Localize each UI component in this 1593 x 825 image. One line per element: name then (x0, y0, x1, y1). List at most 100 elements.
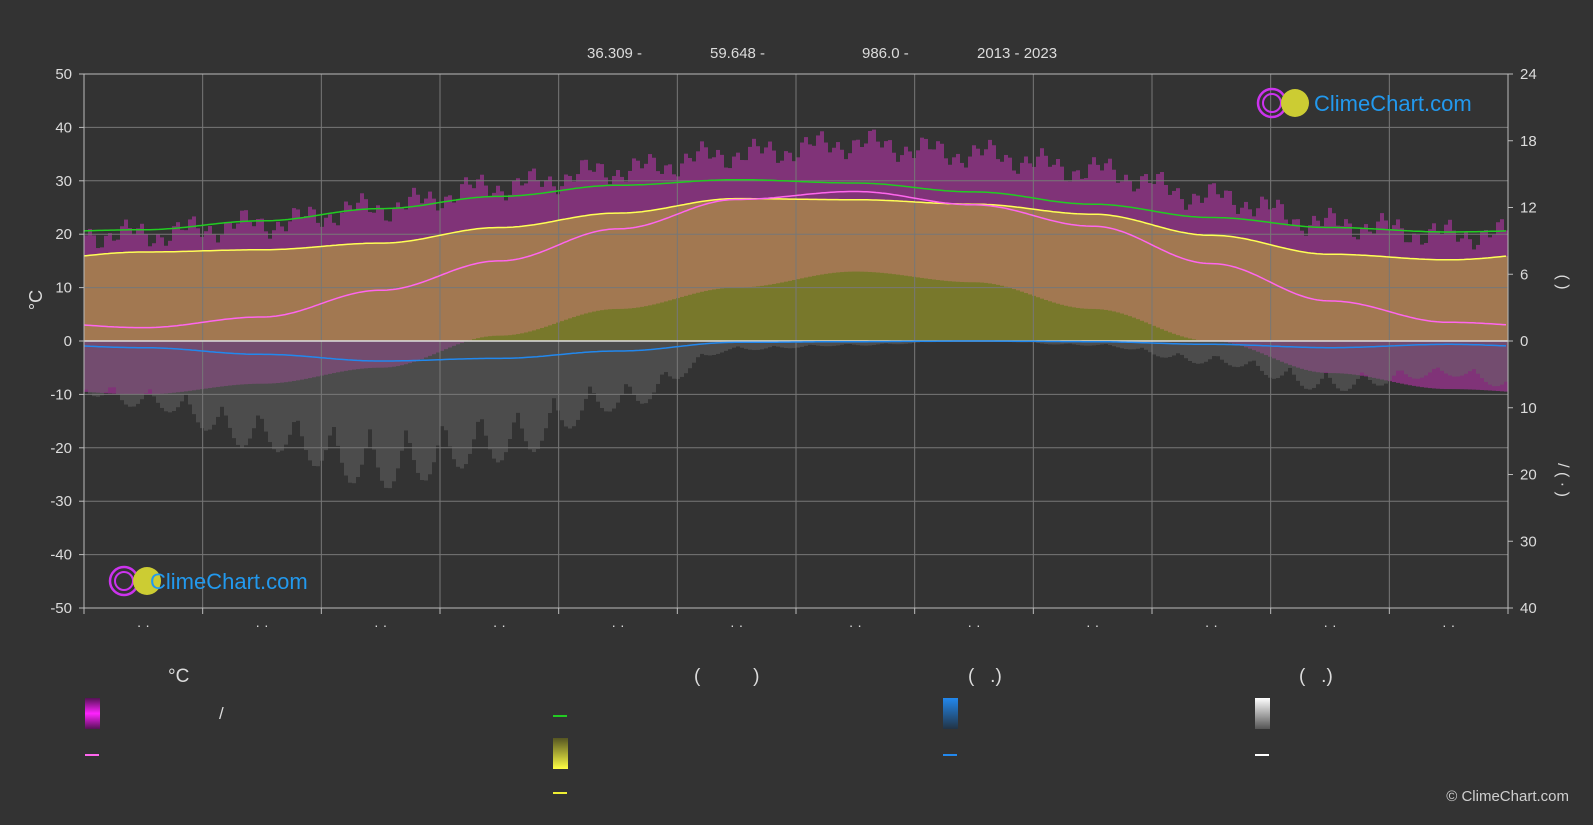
sunshine-band-bar (176, 251, 180, 341)
sunshine-band-bar (312, 247, 316, 341)
temp-band-bar (1452, 230, 1456, 390)
temp-band-bar (396, 202, 400, 367)
sunshine-band-bar (484, 228, 488, 341)
sunshine-band-bar (460, 231, 464, 341)
temp-band-bar (1072, 171, 1076, 308)
temp-band-bar (996, 159, 1000, 285)
logo-inner-ring-icon (1262, 93, 1282, 113)
precip-bar (608, 341, 612, 412)
precip-bar (120, 341, 124, 401)
sunshine-band-bar (104, 253, 108, 341)
sunshine-band-bar (136, 252, 140, 341)
sunshine-band-bar (396, 242, 400, 341)
sunshine-band-bar (724, 198, 728, 341)
sunshine-band-bar (1208, 235, 1212, 341)
sunshine-band-bar (1388, 257, 1392, 341)
precip-bar (512, 341, 516, 423)
legend-temp-heading: °C (168, 666, 190, 687)
precip-bar (1328, 341, 1332, 378)
precip-bar (636, 341, 640, 401)
sunshine-band-bar (664, 207, 668, 341)
precip-bar (376, 341, 380, 468)
temp-band-bar (428, 191, 432, 356)
sunshine-band-bar (1288, 249, 1292, 341)
temp-band-bar (720, 154, 724, 289)
brand-logo-top[interactable]: ClimeChart.com (1256, 87, 1472, 119)
precip-bar (680, 341, 684, 377)
precip-bar (424, 341, 428, 481)
sunshine-band-bar (900, 201, 904, 341)
precip-bar (864, 341, 868, 346)
precip-bar (736, 341, 740, 347)
precip-bar (1252, 341, 1256, 361)
temp-range-label: / (219, 704, 224, 723)
sunshine-band-bar (832, 199, 836, 341)
sunshine-band-bar (436, 235, 440, 341)
sunshine-band-bar (1392, 257, 1396, 341)
precip-bar (1436, 341, 1440, 368)
temp-band-bar (216, 242, 220, 387)
temp-band-bar (1456, 241, 1460, 390)
precip-bar (1208, 341, 1212, 360)
precip-bar (644, 341, 648, 404)
sunshine-band-bar (712, 199, 716, 341)
temp-band-bar (276, 221, 280, 384)
temp-band-bar (340, 212, 344, 372)
sunshine-band-bar (1456, 259, 1460, 341)
daylight-swatch (553, 715, 567, 717)
precip-bar (1200, 341, 1204, 364)
precip-bar (1084, 341, 1088, 346)
temp-band-bar (1408, 242, 1412, 386)
precip-bar (300, 341, 304, 437)
y-axis-right-bottom-label: / ( · ) (1554, 463, 1571, 497)
temp-band-bar (1504, 230, 1508, 392)
precip-bar (724, 341, 728, 351)
temp-band-bar (1392, 225, 1396, 383)
temp-band-bar (744, 160, 748, 288)
brand-logo-bottom[interactable]: ClimeChart.com (108, 565, 308, 597)
precip-bar (1368, 341, 1372, 381)
temp-band-bar (1344, 219, 1348, 374)
temp-band-bar (192, 216, 196, 391)
sunshine-band-bar (1096, 214, 1100, 341)
series-lines (84, 178, 1507, 362)
sunshine-band-bar (648, 210, 652, 341)
precip-bar (1204, 341, 1208, 362)
temp-band-bar (388, 221, 392, 368)
sunshine-band-bar (1064, 212, 1068, 341)
precip-bar (732, 341, 736, 348)
sunshine-band-bar (128, 252, 132, 341)
sunshine-band-bar (564, 218, 568, 341)
temp-band-bar (96, 248, 100, 393)
temp-band-bar (1488, 237, 1492, 391)
sunshine-band-bar (1412, 258, 1416, 341)
precip-bar (332, 341, 336, 427)
sunshine-band-bar (584, 215, 588, 341)
precip-bar (188, 341, 192, 405)
sunshine-band-bar (1084, 214, 1088, 341)
precip-bar (816, 341, 820, 346)
temp-band-bar (268, 238, 272, 384)
sunshine-band-bar (192, 251, 196, 341)
sunshine-band-bar (392, 242, 396, 341)
temp-band-bar (1396, 219, 1400, 383)
temp-band-bar (1440, 234, 1444, 389)
sunshine-band-bar (936, 203, 940, 341)
temp-band-bar (1156, 174, 1160, 328)
sunshine-band-bar (452, 232, 456, 341)
sunshine-band-bar (1344, 254, 1348, 341)
sunshine-band-bar (224, 250, 228, 341)
temp-band-bar (924, 138, 928, 279)
sunshine-band-bar (628, 212, 632, 341)
precip-bar (436, 341, 440, 446)
sunshine-band-bar (608, 213, 612, 341)
precip-bar (1240, 341, 1244, 367)
sunshine-band-bar (680, 204, 684, 341)
precip-bar (1292, 341, 1296, 375)
sunshine-band-bar (468, 229, 472, 341)
sunshine-band-bar (588, 214, 592, 341)
sunshine-band-bar (1496, 256, 1500, 341)
precip-bar (248, 341, 252, 439)
sunshine-band-bar (536, 224, 540, 341)
temp-band-bar (912, 158, 916, 277)
